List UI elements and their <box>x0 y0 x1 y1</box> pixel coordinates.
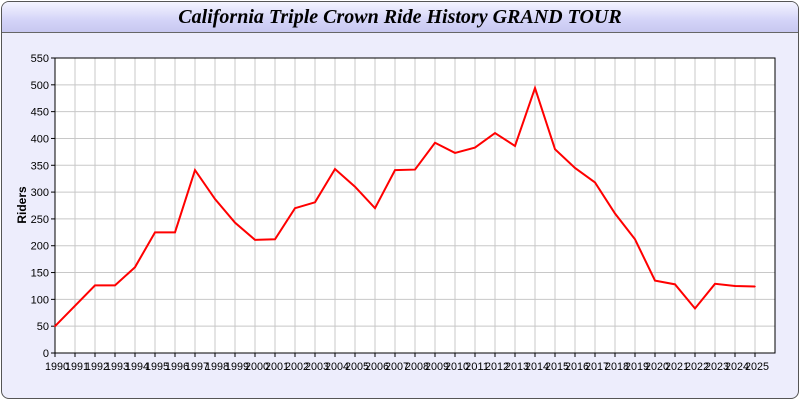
data-point <box>414 168 416 171</box>
y-tick-label: 250 <box>31 214 49 226</box>
data-point <box>394 169 396 171</box>
y-tick-label: 500 <box>31 80 49 92</box>
x-tick-label: 2008 <box>405 361 429 373</box>
data-point <box>654 279 656 282</box>
x-tick-label: 2017 <box>585 361 609 373</box>
data-point <box>174 231 176 234</box>
y-axis-label: Riders <box>15 186 29 224</box>
x-tick-label: 1993 <box>105 361 129 373</box>
x-tick-label: 1998 <box>205 361 229 373</box>
x-tick-label: 2004 <box>325 361 349 373</box>
data-point <box>354 185 356 188</box>
x-tick-label: 2011 <box>465 361 489 373</box>
data-point <box>554 148 556 150</box>
data-point <box>294 207 296 209</box>
data-point <box>334 168 336 170</box>
data-point <box>534 87 536 89</box>
data-point <box>454 152 456 154</box>
x-tick-label: 2001 <box>265 361 289 373</box>
data-point <box>614 212 616 215</box>
data-point <box>574 167 576 169</box>
y-tick-label: 150 <box>31 268 49 280</box>
data-point <box>714 283 716 285</box>
data-point <box>734 285 736 287</box>
data-point <box>674 283 676 286</box>
series-line <box>54 84 756 327</box>
x-tick-label: 2000 <box>245 361 269 373</box>
x-tick-label: 2009 <box>425 361 449 373</box>
data-point <box>114 284 116 287</box>
y-tick-label: 350 <box>31 160 49 172</box>
y-tick-label: 450 <box>31 107 49 119</box>
x-tick-label: 2006 <box>365 361 389 373</box>
data-point <box>234 221 236 224</box>
data-point <box>274 238 276 241</box>
y-tick-label: 550 <box>31 53 49 65</box>
x-tick-label: 1995 <box>145 361 169 373</box>
y-tick-label: 400 <box>31 133 49 145</box>
chart-header: California Triple Crown Ride History GRA… <box>2 2 798 33</box>
data-point <box>694 307 696 310</box>
x-tick-label: 2022 <box>685 361 709 373</box>
x-tick-label: 2014 <box>525 361 549 373</box>
data-point <box>134 266 136 268</box>
x-tick-label: 2010 <box>445 361 469 373</box>
data-point <box>154 231 156 234</box>
x-tick-label: 2015 <box>545 361 569 373</box>
data-point <box>54 325 56 327</box>
data-point <box>474 146 476 149</box>
y-tick-label: 300 <box>31 187 49 199</box>
x-tick-label: 2025 <box>745 361 769 373</box>
y-tick-label: 0 <box>43 348 49 360</box>
x-tick-label: 1999 <box>225 361 249 373</box>
x-tick-label: 2016 <box>565 361 589 373</box>
data-point <box>514 145 516 147</box>
x-tick-label: 1992 <box>85 361 109 373</box>
x-tick-label: 1996 <box>165 361 189 373</box>
x-tick-label: 2018 <box>605 361 629 373</box>
x-tick-label: 1990 <box>45 361 69 373</box>
y-tick-label: 200 <box>31 241 49 253</box>
data-point <box>314 201 316 204</box>
y-tick-label: 50 <box>37 321 49 333</box>
x-tick-label: 2007 <box>385 361 409 373</box>
data-point <box>434 141 436 144</box>
x-tick-label: 2005 <box>345 361 369 373</box>
chart-title: California Triple Crown Ride History GRA… <box>178 6 622 28</box>
x-tick-label: 2024 <box>725 361 749 373</box>
data-point <box>634 238 636 241</box>
x-tick-label: 2021 <box>665 361 689 373</box>
data-point <box>194 169 196 171</box>
x-tick-label: 2020 <box>645 361 669 373</box>
x-tick-label: 2013 <box>505 361 529 373</box>
x-tick-label: 1997 <box>185 361 209 373</box>
y-tick-label: 100 <box>31 294 49 306</box>
x-tick-label: 1991 <box>65 361 89 373</box>
data-point <box>254 239 256 241</box>
x-tick-label: 2019 <box>625 361 649 373</box>
x-tick-label: 2023 <box>705 361 729 373</box>
x-tick-label: 2003 <box>305 361 329 373</box>
data-point <box>214 198 216 200</box>
data-point <box>74 305 76 307</box>
x-tick-label: 2012 <box>485 361 509 373</box>
data-point <box>754 285 756 288</box>
x-tick-label: 2002 <box>285 361 309 373</box>
x-tick-label: 1994 <box>125 361 149 373</box>
data-point <box>374 207 376 209</box>
data-point <box>94 284 96 287</box>
data-point <box>594 181 596 184</box>
data-point <box>494 132 496 134</box>
